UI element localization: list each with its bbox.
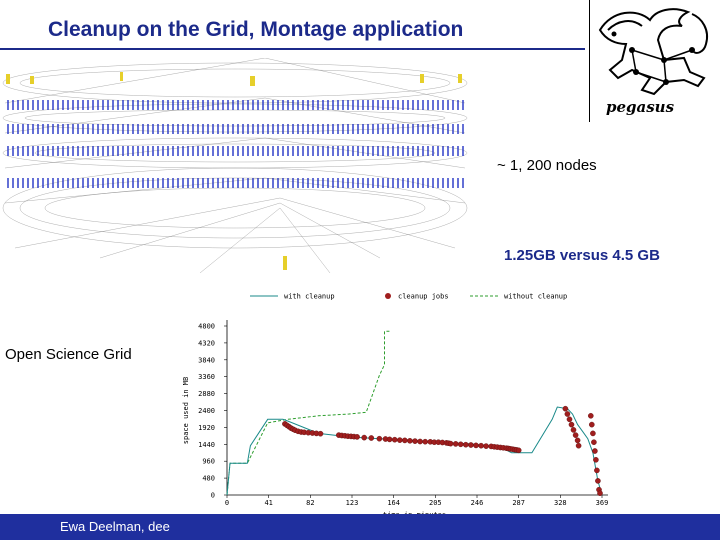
cleanup-job-point — [570, 427, 577, 433]
x-tick-label: 41 — [264, 499, 272, 507]
x-tick-label: 123 — [346, 499, 359, 507]
nodes-annotation: ~ 1, 200 nodes — [497, 157, 597, 174]
legend-label-with-cleanup: with cleanup — [284, 293, 335, 301]
title-underline — [0, 48, 585, 50]
cleanup-job-point — [457, 441, 464, 448]
cleanup-job-point — [566, 416, 573, 423]
cleanup-job-point — [317, 430, 324, 437]
cleanup-job-point — [478, 442, 484, 449]
cleanup-job-point — [368, 435, 375, 441]
cleanup-job-point — [376, 435, 383, 442]
x-tick-label: 164 — [387, 499, 400, 507]
cleanup-job-point — [483, 443, 489, 449]
cleanup-job-point — [354, 434, 360, 440]
y-tick-label: 960 — [202, 458, 215, 466]
space-usage-chart: with cleanup cleanup jobs without cleanup … — [182, 293, 608, 520]
y-tick-label: 1440 — [198, 441, 215, 449]
cleanup-job-point — [462, 441, 469, 448]
chart-plot — [226, 330, 603, 496]
footer-bar — [0, 514, 720, 540]
y-tick-label: 480 — [202, 475, 215, 483]
y-tick-label: 2400 — [198, 407, 215, 415]
cleanup-job-point — [562, 405, 569, 412]
cleanup-job-point — [422, 438, 428, 445]
pegasus-logo-icon: pegasus — [598, 8, 708, 116]
grid-annotation: Open Science Grid — [5, 346, 132, 363]
x-tick-label: 82 — [306, 499, 314, 507]
cleanup-job-point — [447, 440, 454, 447]
cleanup-job-point — [407, 437, 413, 444]
cleanup-job-point — [468, 442, 474, 448]
cleanup-job-point — [401, 437, 408, 444]
y-tick-label: 4800 — [198, 323, 215, 331]
cleanup-job-point — [591, 439, 597, 445]
cleanup-job-point — [391, 436, 398, 443]
workflow-graph — [2, 58, 468, 273]
legend-label-cleanup-jobs: cleanup jobs — [398, 293, 449, 301]
footer-author: Ewa Deelman, dee — [60, 519, 170, 534]
cleanup-job-point — [564, 411, 571, 417]
x-tick-label: 369 — [596, 499, 609, 507]
cleanup-job-point — [597, 490, 603, 496]
cleanup-job-point — [574, 437, 581, 444]
y-tick-label: 3360 — [198, 373, 215, 381]
cleanup-job-point — [592, 448, 598, 454]
y-axis-label: space used in MB — [182, 377, 190, 444]
cleanup-job-point — [593, 456, 599, 463]
x-tick-label: 328 — [554, 499, 567, 507]
cleanup-job-point — [587, 412, 594, 419]
cleanup-job-point — [515, 447, 522, 454]
cleanup-job-point — [452, 441, 459, 447]
legend-label-without-cleanup: without cleanup — [504, 293, 567, 301]
cleanup-job-point — [595, 478, 601, 484]
cleanup-job-point — [572, 432, 579, 438]
x-tick-label: 0 — [225, 499, 229, 507]
chart-axes: 0 480 960 1440 1920 2400 2880 3360 3840 4320 4800 0… — [182, 320, 608, 519]
cleanup-job-point — [594, 467, 600, 474]
cleanup-job-point — [588, 421, 595, 428]
cleanup-job-point — [396, 437, 403, 443]
cleanup-job-point — [386, 436, 393, 443]
y-tick-label: 2880 — [198, 390, 215, 398]
cleanup-job-point — [568, 421, 575, 428]
cleanup-job-point — [361, 434, 367, 441]
y-tick-label: 1920 — [198, 424, 215, 432]
x-tick-label: 205 — [429, 499, 442, 507]
page-title: Cleanup on the Grid, Montage application — [48, 18, 464, 41]
chart-legend: with cleanup cleanup jobs without cleanup — [250, 293, 567, 301]
cleanup-job-point — [473, 442, 479, 449]
cleanup-job-point — [412, 438, 418, 444]
cleanup-job-point — [590, 430, 596, 437]
series-line-without-cleanup — [226, 330, 390, 496]
footer-right-block — [651, 514, 720, 540]
logo-divider — [589, 0, 590, 122]
x-tick-label: 287 — [512, 499, 525, 507]
legend-swatch-cleanup-jobs — [385, 293, 391, 299]
y-tick-label: 3840 — [198, 356, 215, 364]
y-tick-label: 0 — [211, 492, 215, 500]
logo-text: pegasus — [606, 98, 675, 116]
x-tick-label: 246 — [471, 499, 484, 507]
storage-annotation: 1.25GB versus 4.5 GB — [504, 247, 660, 264]
y-tick-label: 4320 — [198, 339, 215, 347]
cleanup-job-point — [575, 442, 582, 449]
pegasus-logo: pegasus — [592, 0, 720, 122]
cleanup-job-point — [417, 438, 423, 445]
